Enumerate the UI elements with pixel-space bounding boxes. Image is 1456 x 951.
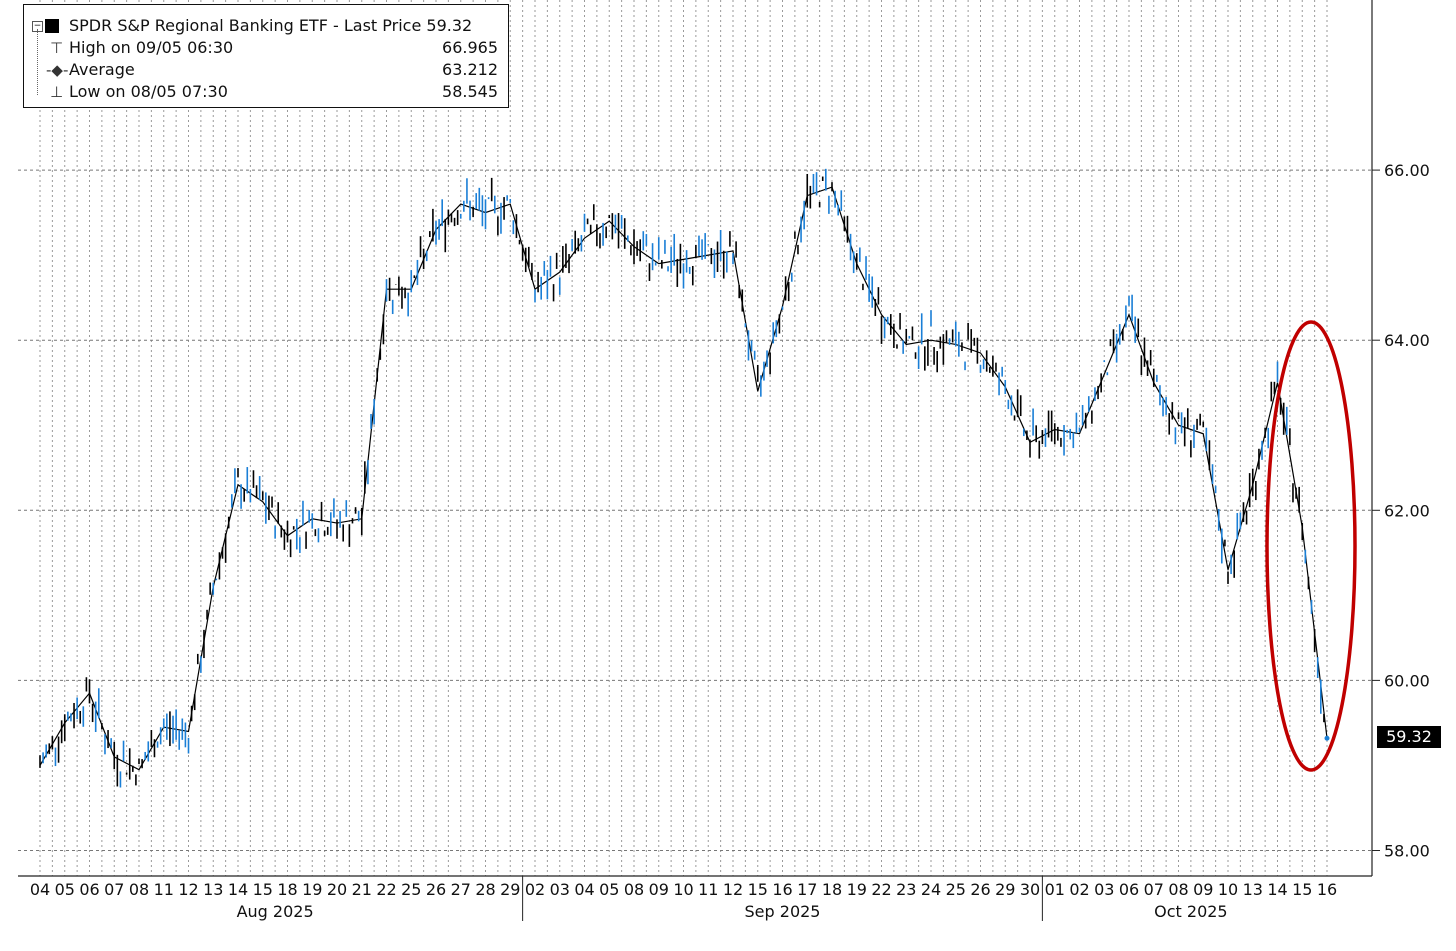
x-tick-label: 10	[1218, 880, 1238, 899]
x-tick-label: 12	[178, 880, 198, 899]
series-swatch-icon	[45, 19, 59, 33]
highlight-ellipse	[1265, 320, 1357, 772]
x-tick-label: 25	[946, 880, 966, 899]
x-tick-label: 03	[1094, 880, 1114, 899]
x-tick-label: 27	[451, 880, 471, 899]
vertical-gridlines	[39, 0, 1328, 876]
legend-low-value: 58.545	[442, 82, 498, 101]
chart-legend: − SPDR S&P Regional Banking ETF - Last P…	[23, 4, 509, 108]
x-tick-label: 14	[228, 880, 248, 899]
high-marker-icon: ⊤	[50, 39, 64, 57]
x-tick-label: 04	[574, 880, 594, 899]
x-tick-label: 06	[79, 880, 99, 899]
collapse-icon[interactable]: −	[32, 21, 43, 32]
legend-row-high: ⊤ High on 09/05 06:30 66.965	[24, 37, 510, 59]
legend-low-label: Low on 08/05 07:30	[69, 82, 228, 101]
price-series	[39, 168, 1330, 788]
x-tick-label: 22	[871, 880, 891, 899]
legend-title: SPDR S&P Regional Banking ETF - Last Pri…	[69, 15, 472, 37]
x-tick-label: 23	[896, 880, 916, 899]
legend-row-low: ⊥ Low on 08/05 07:30 58.545	[24, 81, 510, 103]
x-tick-label: 11	[698, 880, 718, 899]
x-tick-label: 02	[1069, 880, 1089, 899]
x-tick-label: 12	[723, 880, 743, 899]
x-tick-label: 16	[772, 880, 792, 899]
x-tick-label: 05	[55, 880, 75, 899]
x-tick-label: 03	[550, 880, 570, 899]
x-tick-label: 25	[401, 880, 421, 899]
month-label: Aug 2025	[237, 902, 314, 921]
x-tick-label: 16	[1317, 880, 1337, 899]
x-tick-label: 06	[1119, 880, 1139, 899]
x-tick-label: 08	[1168, 880, 1188, 899]
month-label: Sep 2025	[745, 902, 821, 921]
legend-title-text: SPDR S&P Regional Banking ETF - Last Pri…	[69, 16, 422, 35]
x-tick-label: 07	[1144, 880, 1164, 899]
legend-row-average: -◆- Average 63.212	[24, 59, 510, 81]
x-tick-label: 08	[624, 880, 644, 899]
x-tick-label: 13	[203, 880, 223, 899]
x-tick-label: 19	[302, 880, 322, 899]
x-tick-label: 26	[426, 880, 446, 899]
x-tick-label: 24	[921, 880, 941, 899]
x-tick-label: 29	[995, 880, 1015, 899]
x-tick-label: 07	[104, 880, 124, 899]
legend-high-label: High on 09/05 06:30	[69, 38, 234, 57]
x-tick-label: 02	[525, 880, 545, 899]
x-tick-label: 28	[475, 880, 495, 899]
x-tick-label: 30	[1020, 880, 1040, 899]
y-tick-label: 66.00	[1384, 161, 1430, 180]
y-tick-label: 64.00	[1384, 331, 1430, 350]
x-tick-label: 10	[673, 880, 693, 899]
x-tick-label: 14	[1267, 880, 1287, 899]
legend-average-label: Average	[69, 60, 135, 79]
x-tick-label: 18	[277, 880, 297, 899]
y-tick-label: 58.00	[1384, 841, 1430, 860]
x-tick-label: 08	[129, 880, 149, 899]
x-axis-labels: 04 05 06 07 08 11 12 13 14 15 18 19 20 21 22 25 26 27 28 29…	[30, 880, 1337, 899]
x-tick-label: 01	[1045, 880, 1065, 899]
legend-title-row: − SPDR S&P Regional Banking ETF - Last P…	[24, 15, 510, 37]
legend-average-value: 63.212	[442, 60, 498, 79]
x-tick-label: 04	[30, 880, 50, 899]
x-tick-label: 15	[748, 880, 768, 899]
x-tick-label: 19	[847, 880, 867, 899]
x-tick-label: 11	[154, 880, 174, 899]
x-tick-label: 29	[500, 880, 520, 899]
x-tick-label: 21	[352, 880, 372, 899]
legend-tree-line	[37, 29, 38, 95]
x-tick-label: 22	[376, 880, 396, 899]
y-axis-ticks: 58.00 60.00 62.00 64.00 66.00	[1372, 161, 1430, 860]
month-labels: Aug 2025 Sep 2025 Oct 2025	[237, 876, 1228, 921]
price-line	[39, 186, 1328, 771]
x-tick-label: 09	[649, 880, 669, 899]
y-tick-label: 60.00	[1384, 671, 1430, 690]
x-tick-label: 20	[327, 880, 347, 899]
legend-last-price: 59.32	[426, 16, 473, 35]
x-tick-label: 13	[1243, 880, 1263, 899]
x-tick-label: 26	[970, 880, 990, 899]
average-marker-icon: -◆-	[46, 61, 69, 79]
month-label: Oct 2025	[1154, 902, 1227, 921]
last-price-label: 59.32	[1377, 726, 1441, 748]
y-tick-label: 62.00	[1384, 501, 1430, 520]
x-tick-label: 05	[599, 880, 619, 899]
x-tick-label: 09	[1193, 880, 1213, 899]
x-tick-label: 15	[253, 880, 273, 899]
x-tick-label: 15	[1292, 880, 1312, 899]
last-price-point	[1324, 735, 1330, 741]
horizontal-gridlines	[18, 169, 1372, 851]
legend-high-value: 66.965	[442, 38, 498, 57]
x-tick-label: 18	[822, 880, 842, 899]
low-marker-icon: ⊥	[50, 83, 64, 101]
x-tick-label: 17	[797, 880, 817, 899]
